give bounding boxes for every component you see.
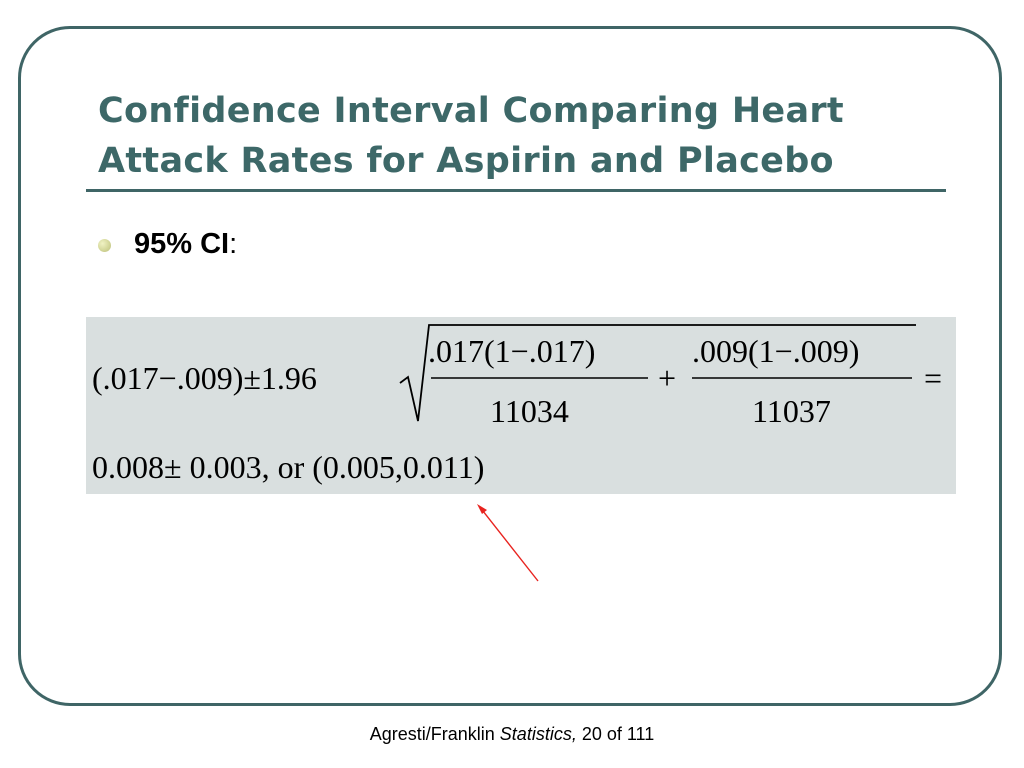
title-line-1: Confidence Interval Comparing Heart — [98, 91, 844, 131]
frac1-denominator: 11034 — [490, 393, 569, 429]
footer-book: Statistics, — [499, 724, 577, 744]
formula-svg: (.017−.009)±1.96 .017(1−.017) 11034 + .0… — [92, 324, 942, 485]
frac1-numerator: .017(1−.017) — [428, 333, 595, 369]
title-divider — [86, 189, 946, 192]
frac2-numerator: .009(1−.009) — [692, 333, 859, 369]
footer-author: Agresti/Franklin — [369, 724, 500, 744]
frac2-denominator: 11037 — [752, 393, 831, 429]
footer-page: 20 of 111 — [576, 724, 655, 744]
equals-sign: = — [924, 360, 942, 396]
slide-footer: Agresti/Franklin Statistics, 20 of 111 — [0, 724, 1024, 745]
plus-sign: + — [658, 360, 676, 396]
bullet-bold-label: 95% CI — [134, 228, 230, 260]
bullet-text: 95% CI: — [134, 224, 237, 264]
title-line-2: Attack Rates for Aspirin and Placebo — [98, 141, 834, 181]
red-arrow-icon — [477, 504, 539, 582]
slide-title: Confidence Interval Comparing Heart Atta… — [98, 86, 958, 186]
formula-box: (.017−.009)±1.96 .017(1−.017) 11034 + .0… — [86, 317, 956, 494]
bullet-colon: : — [229, 228, 238, 260]
formula-result: 0.008± 0.003, or (0.005,0.011) — [92, 449, 484, 485]
formula-lhs: (.017−.009)±1.96 — [92, 360, 317, 396]
bullet-dot-icon — [98, 239, 111, 252]
sqrt-sign — [399, 324, 916, 422]
